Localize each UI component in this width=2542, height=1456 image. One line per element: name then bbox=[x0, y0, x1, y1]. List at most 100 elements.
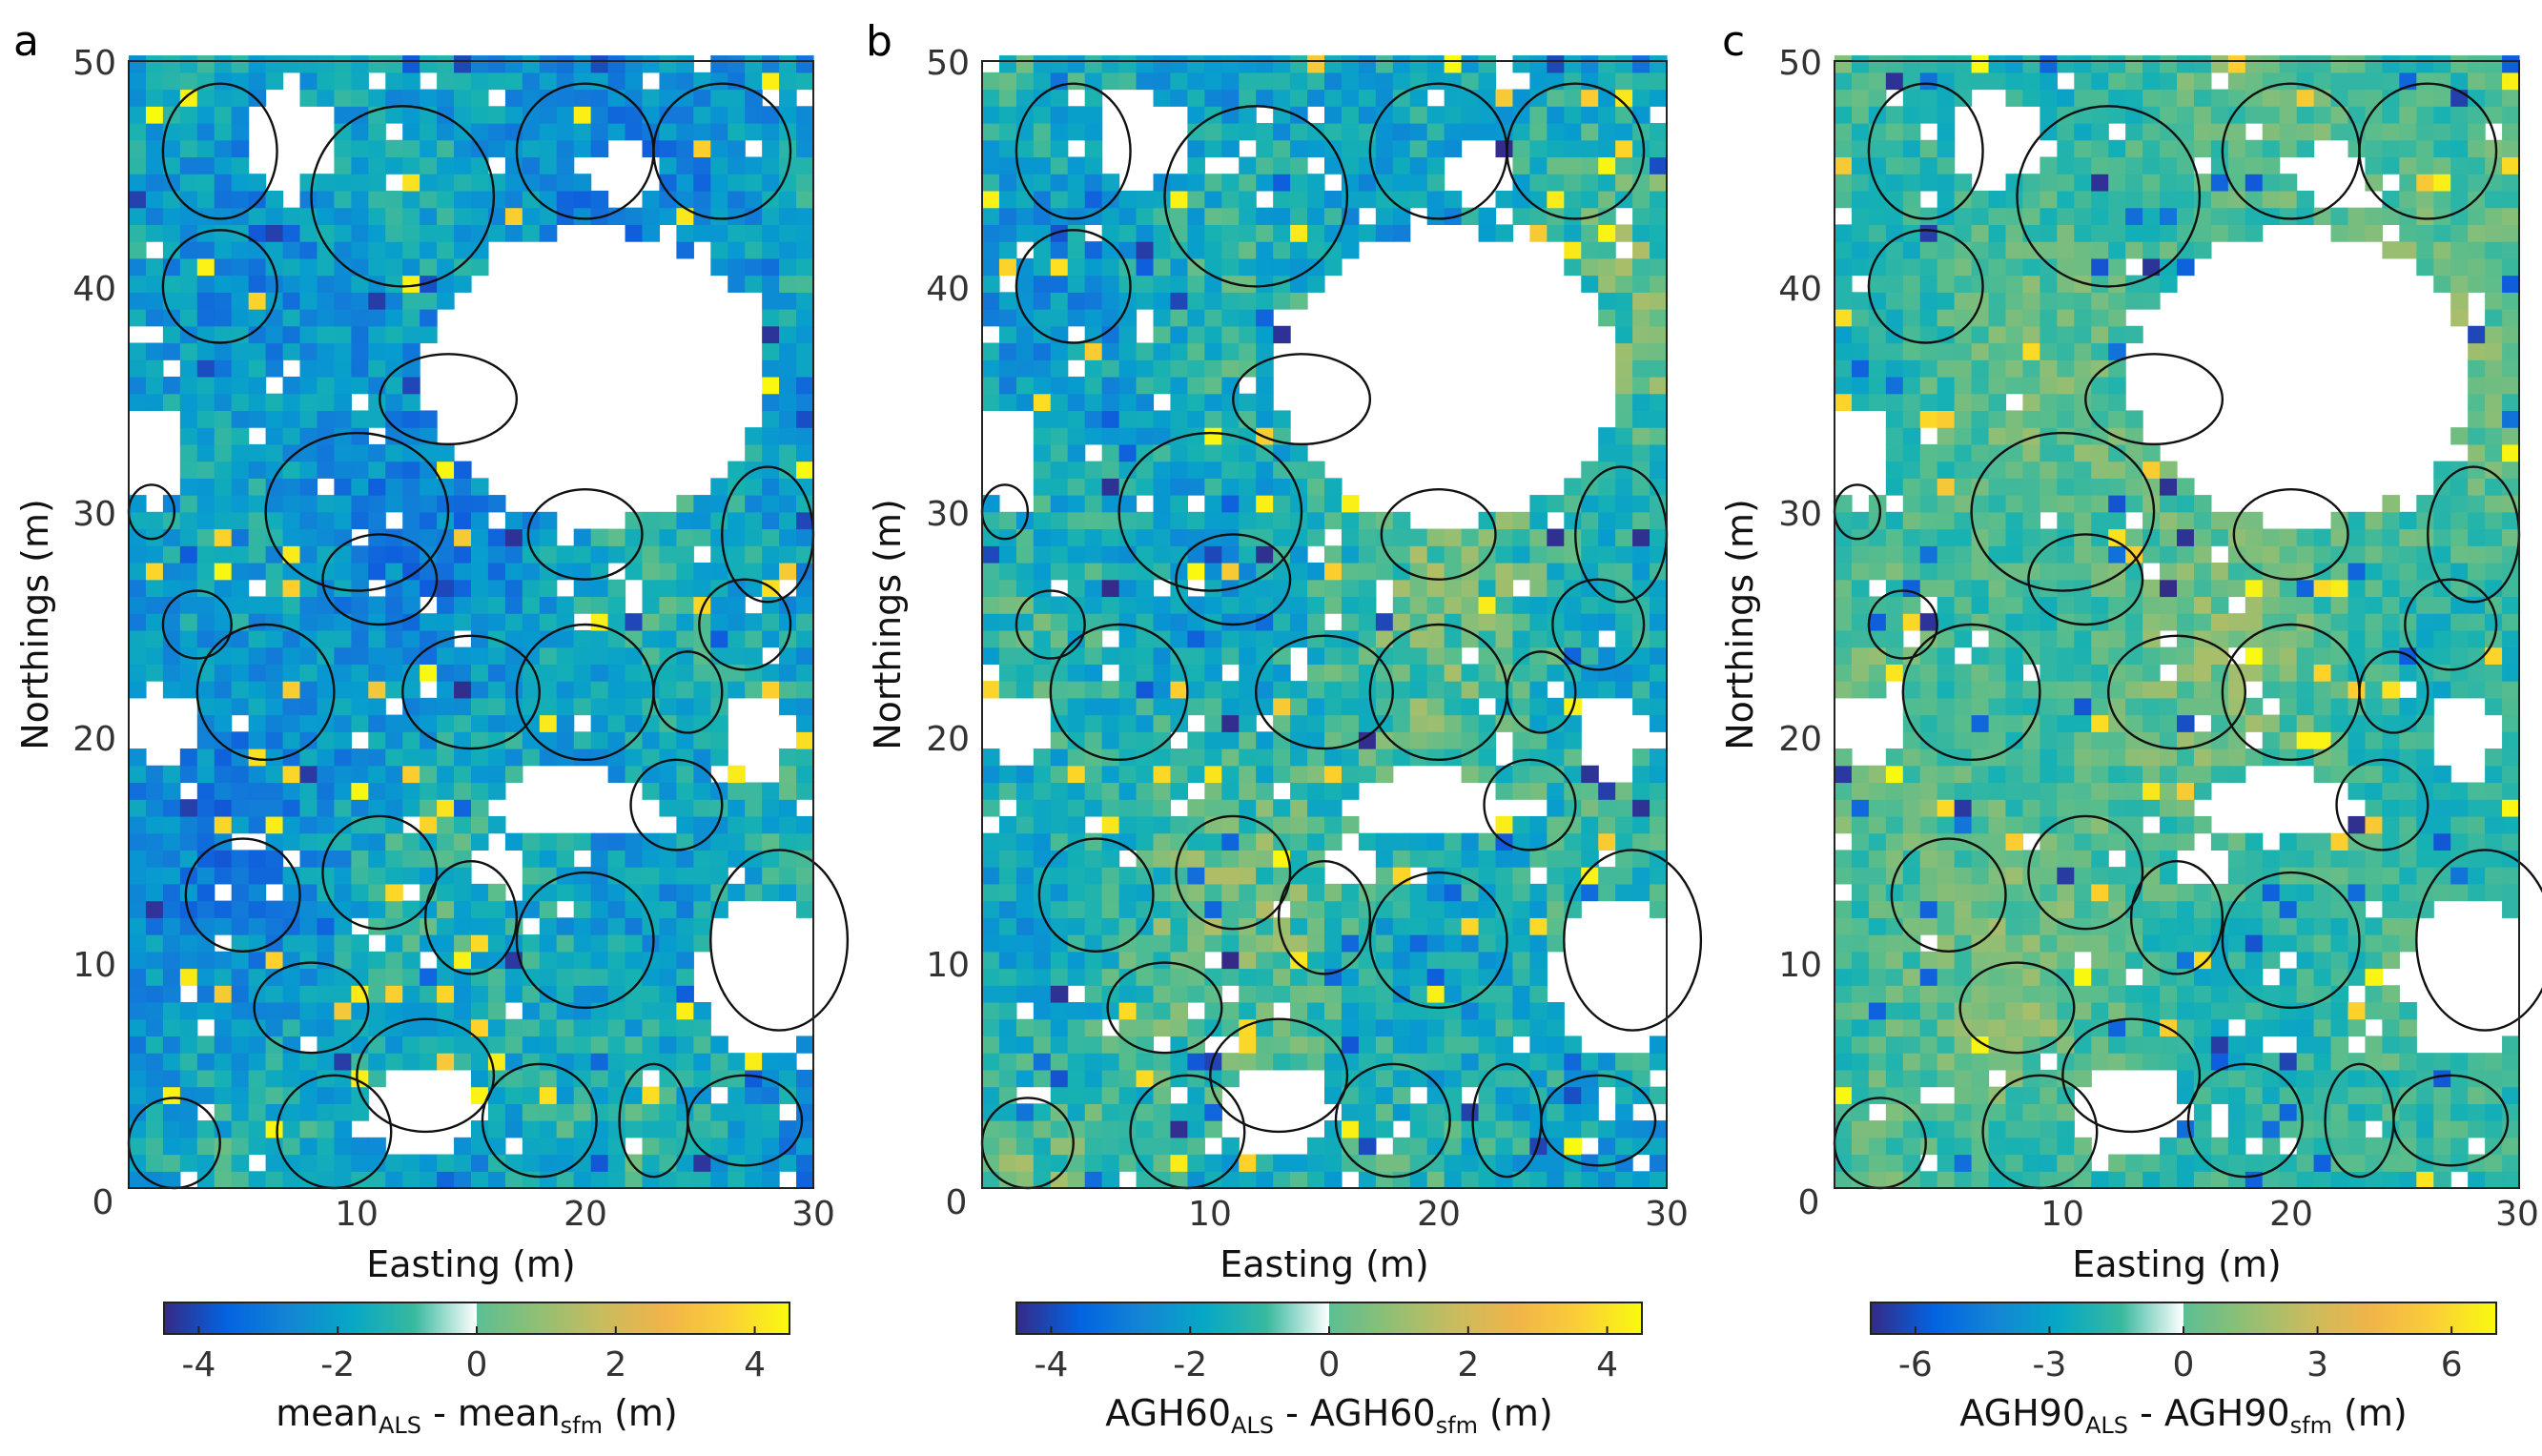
heatmap-cell bbox=[231, 106, 250, 124]
heatmap-cell bbox=[1375, 867, 1394, 885]
heatmap-cell bbox=[402, 545, 420, 564]
heatmap-cell bbox=[162, 900, 181, 918]
heatmap-cell bbox=[162, 765, 181, 784]
heatmap-cell bbox=[1341, 681, 1360, 699]
heatmap-cell bbox=[437, 799, 455, 817]
heatmap-cell bbox=[1512, 934, 1530, 953]
heatmap-cell bbox=[762, 410, 780, 428]
heatmap-cell bbox=[1358, 579, 1377, 598]
heatmap-cell bbox=[1615, 1053, 1633, 1071]
heatmap-cell bbox=[504, 613, 523, 631]
heatmap-cell bbox=[1341, 156, 1360, 174]
heatmap-cell bbox=[522, 749, 541, 767]
heatmap-cell bbox=[1118, 749, 1138, 767]
heatmap-cell bbox=[1564, 511, 1582, 530]
heatmap-cell bbox=[1988, 257, 2007, 277]
heatmap-cell bbox=[299, 749, 318, 767]
heatmap-cell bbox=[248, 257, 267, 277]
heatmap-cell bbox=[762, 613, 780, 631]
heatmap-cell bbox=[454, 917, 472, 935]
heatmap-cell bbox=[1239, 410, 1257, 428]
heatmap-cell bbox=[1988, 1120, 2007, 1138]
heatmap-cell bbox=[1564, 528, 1582, 546]
heatmap-cell bbox=[1033, 55, 1052, 73]
heatmap-cell bbox=[1101, 1137, 1120, 1156]
heatmap-cell bbox=[710, 562, 728, 581]
heatmap-cell bbox=[1426, 207, 1445, 225]
heatmap-cell bbox=[1290, 714, 1308, 732]
x-tick-label: 20 bbox=[564, 1195, 607, 1234]
heatmap-cell bbox=[1358, 89, 1377, 107]
heatmap-cell bbox=[1307, 207, 1325, 225]
heatmap-cell bbox=[1273, 1154, 1291, 1172]
heatmap-cell bbox=[1564, 478, 1582, 496]
heatmap-cell bbox=[351, 292, 369, 310]
heatmap-cell bbox=[539, 190, 558, 209]
heatmap-cell bbox=[385, 867, 403, 885]
heatmap-cell bbox=[248, 292, 267, 310]
heatmap-cell bbox=[1290, 443, 1308, 462]
heatmap-cell bbox=[779, 292, 797, 310]
heatmap-cell bbox=[179, 765, 198, 784]
heatmap-cell bbox=[1375, 1086, 1394, 1104]
heatmap-cell bbox=[214, 359, 233, 378]
heatmap-cell bbox=[1290, 934, 1308, 953]
heatmap-cell bbox=[1273, 596, 1291, 614]
heatmap-cell bbox=[1971, 545, 1990, 564]
heatmap-cell bbox=[282, 613, 301, 631]
heatmap-cell bbox=[1307, 511, 1325, 530]
heatmap-cell bbox=[1835, 613, 1853, 631]
heatmap-cell bbox=[1937, 376, 1956, 395]
heatmap-cell bbox=[1851, 832, 1870, 851]
heatmap-cell bbox=[437, 646, 455, 665]
heatmap-cell bbox=[1050, 427, 1069, 445]
heatmap-cell bbox=[179, 968, 198, 986]
heatmap-cell bbox=[214, 224, 233, 242]
heatmap-cell bbox=[1954, 359, 1973, 378]
heatmap-cell bbox=[1851, 613, 1870, 631]
heatmap-cell bbox=[334, 545, 352, 564]
heatmap-cell bbox=[351, 1103, 369, 1121]
heatmap-cell bbox=[1632, 765, 1650, 784]
heatmap-cell bbox=[1256, 681, 1274, 699]
heatmap-cell bbox=[385, 528, 403, 546]
heatmap-cell bbox=[1495, 883, 1514, 902]
heatmap-cell bbox=[676, 1036, 694, 1054]
heatmap-cell bbox=[1392, 207, 1411, 225]
heatmap-cell bbox=[1971, 376, 1990, 395]
heatmap-cell bbox=[231, 782, 250, 800]
heatmap-cell bbox=[762, 850, 780, 868]
heatmap-cell bbox=[1307, 681, 1325, 699]
heatmap-cell bbox=[1084, 883, 1103, 902]
heatmap-cell bbox=[573, 89, 592, 107]
heatmap-cell bbox=[607, 207, 626, 225]
crown-outline bbox=[1015, 589, 1086, 660]
heatmap-cell bbox=[1324, 782, 1343, 800]
heatmap-cell bbox=[1324, 1137, 1343, 1156]
heatmap-cell bbox=[1015, 832, 1035, 851]
heatmap-cell bbox=[1153, 681, 1172, 699]
heatmap-cell bbox=[1136, 393, 1155, 412]
heatmap-cell bbox=[1324, 1171, 1343, 1189]
heatmap-cell bbox=[471, 55, 489, 73]
heatmap-cell bbox=[1632, 241, 1650, 259]
heatmap-cell bbox=[762, 1137, 780, 1156]
heatmap-cell bbox=[1851, 123, 1870, 141]
heatmap-cell bbox=[1204, 850, 1222, 868]
heatmap-cell bbox=[1118, 359, 1138, 378]
heatmap-cell bbox=[590, 139, 609, 158]
heatmap-cell bbox=[1902, 275, 1921, 293]
heatmap-cell bbox=[1547, 55, 1565, 73]
heatmap-cell bbox=[998, 241, 1017, 259]
heatmap-cell bbox=[1409, 1069, 1428, 1088]
heatmap-cell bbox=[693, 850, 711, 868]
heatmap-cell bbox=[231, 478, 250, 496]
heatmap-cell bbox=[1478, 867, 1497, 885]
heatmap-cell bbox=[1988, 985, 2007, 1003]
heatmap-cell bbox=[642, 1103, 661, 1121]
heatmap-cell bbox=[762, 1120, 780, 1138]
heatmap-cell bbox=[1221, 867, 1240, 885]
heatmap-cell bbox=[1375, 765, 1394, 784]
heatmap-cell bbox=[1954, 951, 1973, 970]
heatmap-cell bbox=[1598, 681, 1616, 699]
